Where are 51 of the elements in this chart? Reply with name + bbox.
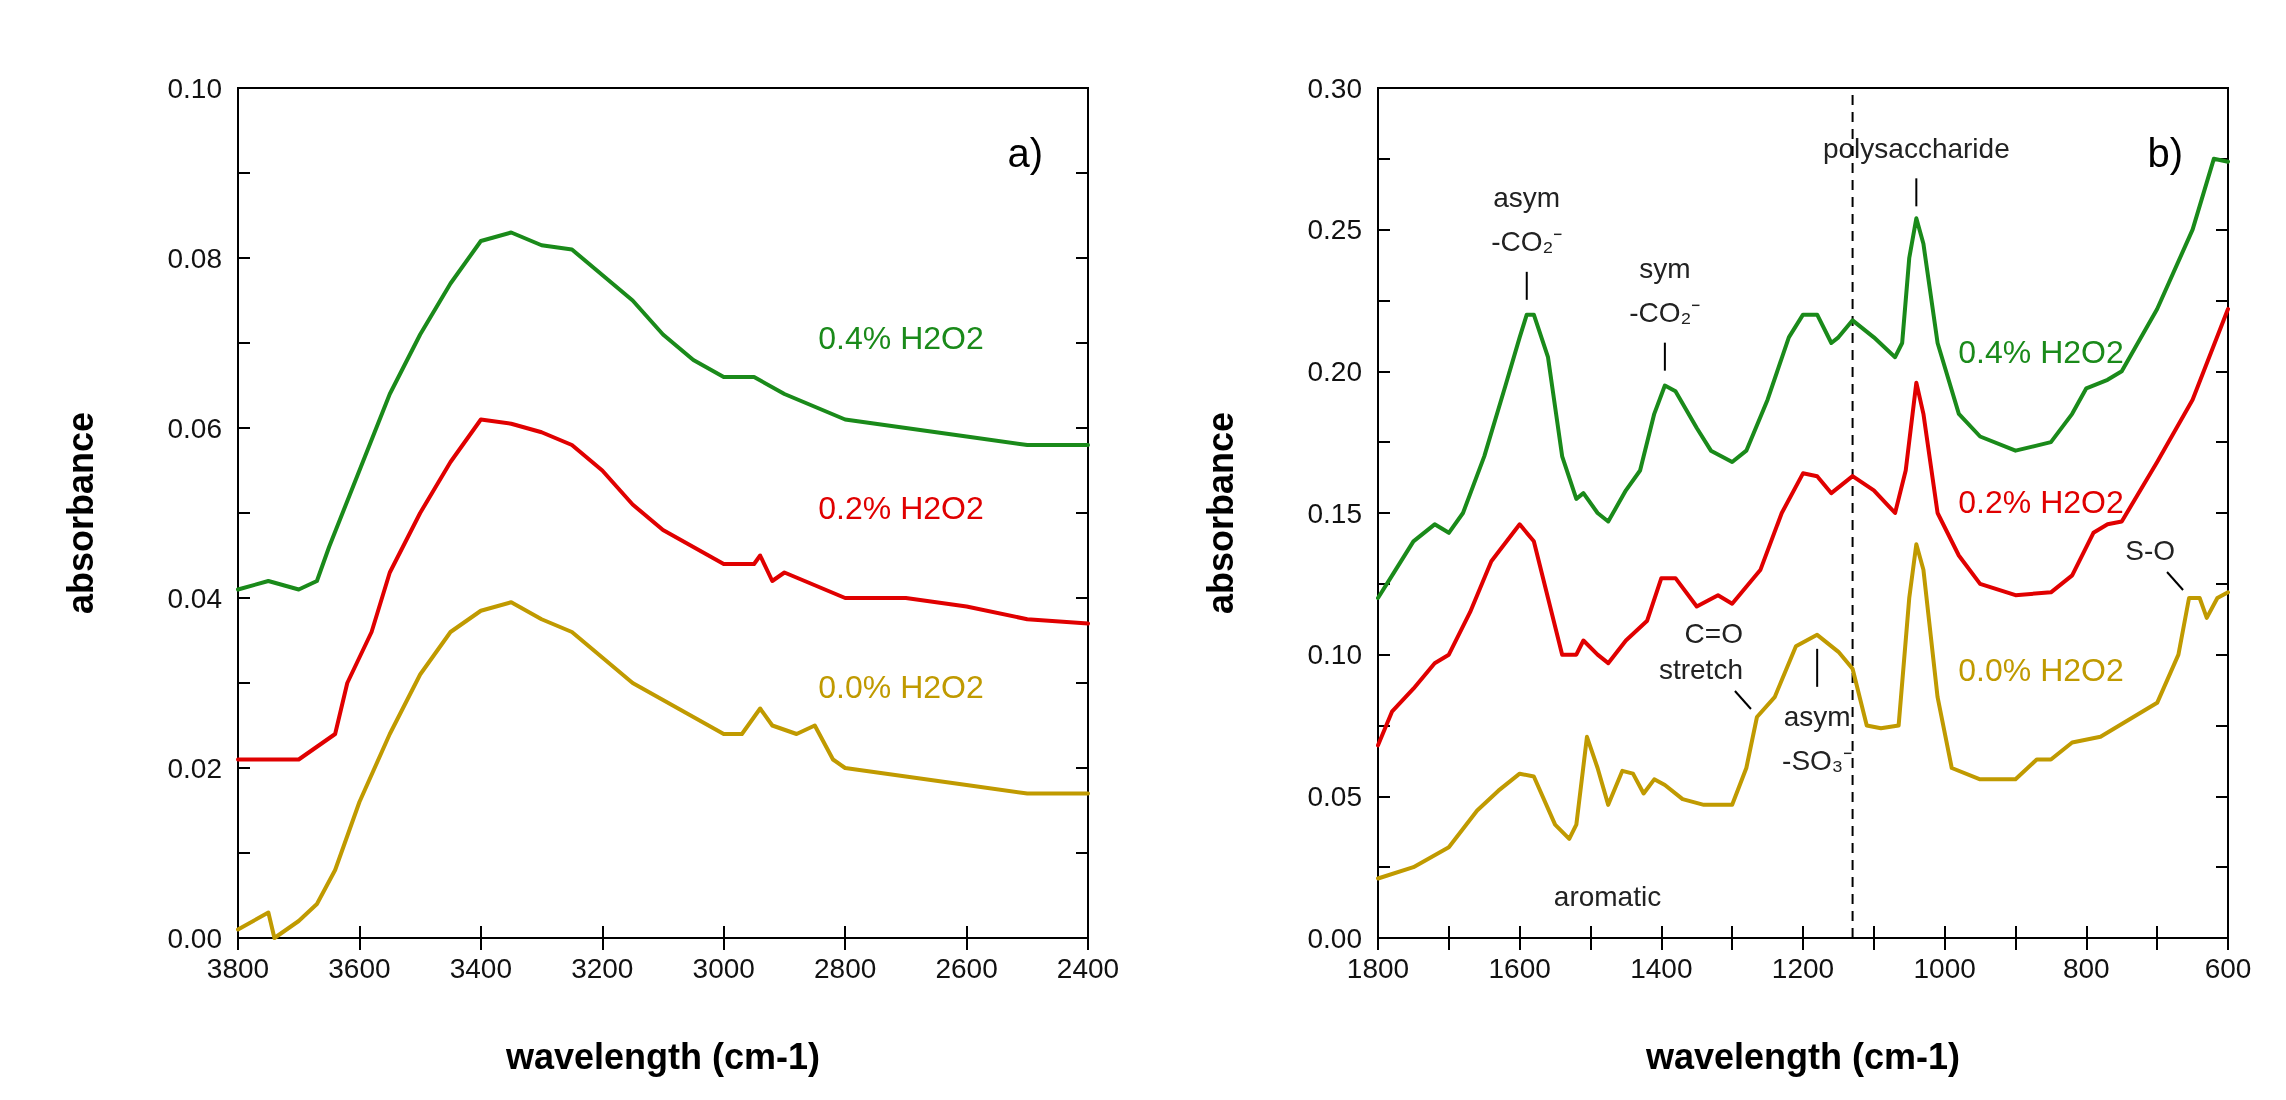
- line-series: [236, 417, 1090, 762]
- y-tick-label: 0.15: [1307, 497, 1362, 529]
- series-label: 0.4% H2O2: [1958, 334, 2124, 371]
- annotation: aromatic: [1553, 880, 1662, 912]
- series-label: 0.4% H2O2: [818, 320, 984, 356]
- annotation: asym -CO₂⁻: [1491, 182, 1563, 258]
- x-tick-label: 3200: [571, 952, 634, 984]
- y-tick-label: 0.25: [1307, 214, 1362, 246]
- x-tick-label: 3400: [449, 952, 513, 984]
- y-tick-label: 0.20: [1307, 355, 1362, 387]
- y-tick-label: 0.04: [167, 582, 222, 614]
- x-tick-label: 600: [2204, 952, 2252, 984]
- x-tick-label: 1600: [1488, 952, 1551, 984]
- line-series: [1376, 542, 2230, 881]
- x-tick-label: 3000: [692, 952, 755, 984]
- x-axis-title: wavelength (cm-1): [1644, 1035, 1961, 1077]
- series-label: 0.2% H2O2: [1958, 484, 2124, 521]
- x-tick-label: 3600: [328, 952, 391, 984]
- line-series: [236, 230, 1090, 592]
- text: a): [1007, 131, 1044, 175]
- x-tick-label: 2600: [935, 952, 998, 984]
- x-tick-label: 3800: [206, 952, 270, 984]
- y-tick-label: 0.00: [1307, 922, 1362, 954]
- text: b): [2147, 131, 2184, 175]
- y-tick-label: 0.10: [1307, 639, 1362, 671]
- x-tick-label: 800: [2062, 952, 2110, 984]
- y-tick-label: 0.30: [1307, 72, 1362, 104]
- line-series: [236, 600, 1090, 940]
- x-tick-label: 1800: [1346, 952, 1410, 984]
- x-tick-label: 2800: [813, 952, 877, 984]
- x-tick-label: 2400: [1056, 952, 1120, 984]
- x-axis-title: wavelength (cm-1): [504, 1035, 821, 1077]
- series-label: 0.2% H2O2: [818, 490, 984, 526]
- x-tick-label: 1400: [1630, 952, 1693, 984]
- annotation: S-O: [2125, 534, 2176, 566]
- annotation: asym -SO₃⁻: [1782, 701, 1853, 777]
- y-tick-label: 0.10: [167, 72, 222, 104]
- x-tick-label: 1200: [1771, 952, 1835, 984]
- series-label: 0.0% H2O2: [1958, 651, 2124, 688]
- y-tick-label: 0.05: [1307, 780, 1362, 812]
- y-axis-title: absorbance: [59, 411, 101, 615]
- y-tick-label: 0.08: [167, 242, 222, 274]
- annotation: polysaccharide: [1822, 132, 2010, 164]
- annotation: C=O stretch: [1658, 617, 1743, 685]
- y-tick-label: 0.00: [167, 922, 222, 954]
- annotation: sym -CO₂⁻: [1629, 253, 1701, 329]
- y-axis-title: absorbance: [1199, 411, 1241, 615]
- x-tick-label: 1000: [1913, 952, 1976, 984]
- y-tick-label: 0.02: [167, 752, 222, 784]
- y-tick-label: 0.06: [167, 412, 222, 444]
- series-label: 0.0% H2O2: [818, 668, 984, 705]
